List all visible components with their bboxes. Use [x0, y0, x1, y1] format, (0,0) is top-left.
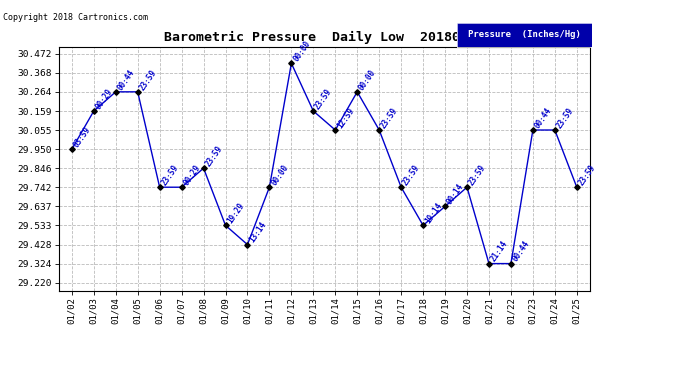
Text: 23:59: 23:59: [401, 163, 422, 187]
Text: 00:00: 00:00: [357, 68, 378, 92]
Text: 23:59: 23:59: [380, 106, 400, 130]
Text: 21:14: 21:14: [489, 240, 510, 264]
Text: 23:59: 23:59: [313, 87, 334, 111]
Text: Pressure  (Inches/Hg): Pressure (Inches/Hg): [469, 30, 581, 39]
Text: 12:59: 12:59: [335, 106, 356, 130]
Text: 23:59: 23:59: [138, 68, 158, 92]
Text: 23:59: 23:59: [159, 163, 180, 187]
Text: 00:44: 00:44: [533, 106, 553, 130]
Text: 23:59: 23:59: [204, 144, 224, 168]
Text: 23:59: 23:59: [467, 163, 488, 187]
Text: 00:14: 00:14: [445, 182, 466, 206]
Title: Barometric Pressure  Daily Low  20180126: Barometric Pressure Daily Low 20180126: [164, 31, 484, 44]
Text: 00:29: 00:29: [94, 87, 115, 111]
Text: 00:29: 00:29: [181, 163, 202, 187]
Text: 23:59: 23:59: [577, 163, 598, 187]
Text: Copyright 2018 Cartronics.com: Copyright 2018 Cartronics.com: [3, 13, 148, 22]
Text: 03:59: 03:59: [72, 125, 92, 149]
Text: 00:44: 00:44: [511, 240, 531, 264]
Text: 13:14: 13:14: [248, 220, 268, 245]
Text: 19:14: 19:14: [423, 201, 444, 225]
Text: 00:44: 00:44: [116, 68, 137, 92]
Text: 00:00: 00:00: [291, 39, 312, 63]
Text: 19:29: 19:29: [226, 201, 246, 225]
Text: 23:59: 23:59: [555, 106, 575, 130]
Text: 00:00: 00:00: [269, 163, 290, 187]
